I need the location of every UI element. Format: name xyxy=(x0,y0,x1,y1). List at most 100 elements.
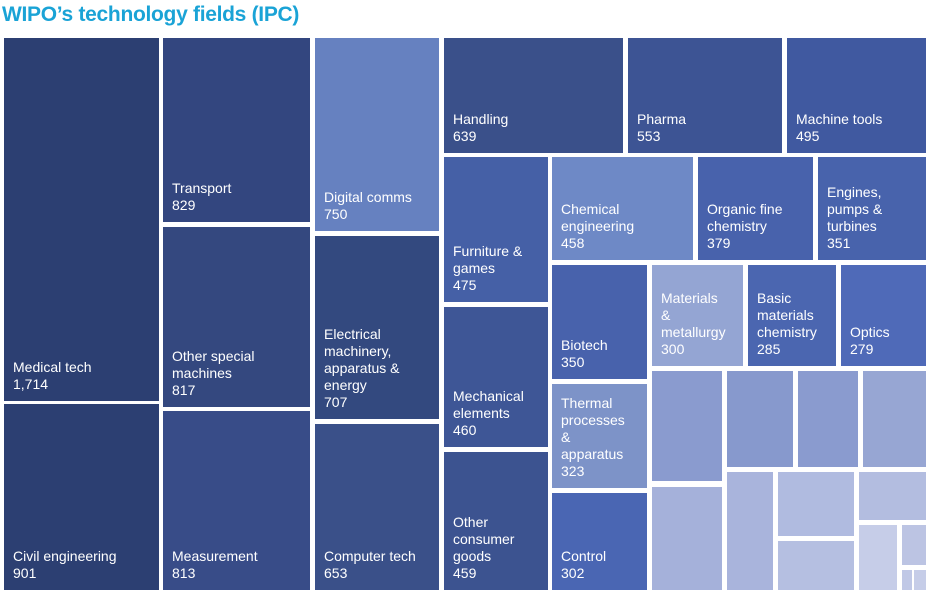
tile-value: 829 xyxy=(172,197,196,213)
tile-value: 553 xyxy=(637,128,661,144)
tile-label: Materials & metallurgy 300 xyxy=(661,290,737,358)
tile-engines-pumps-turbines: Engines, pumps & turbines 351 xyxy=(818,157,926,260)
tile-biotech: Biotech 350 xyxy=(552,265,647,379)
tile-name: Transport xyxy=(172,180,232,196)
tile-value: 653 xyxy=(324,565,348,581)
tile-name: Other special machines xyxy=(172,348,255,381)
tile-handling: Handling 639 xyxy=(444,38,623,153)
tile-basic-materials-chemistry: Basic materials chemistry 285 xyxy=(748,265,836,366)
tile-value: 707 xyxy=(324,394,348,410)
tile-other-consumer-goods: Other consumer goods 459 xyxy=(444,452,548,590)
tile-name: Other consumer goods xyxy=(453,514,515,564)
tile-materials-metallurgy: Materials & metallurgy 300 xyxy=(652,265,743,366)
tile-computer-tech: Computer tech 653 xyxy=(315,424,439,590)
tile-label: Machine tools 495 xyxy=(796,111,920,145)
tile-label: Pharma 553 xyxy=(637,111,776,145)
tile-label: Mechanical elements 460 xyxy=(453,388,542,439)
tile-name: Handling xyxy=(453,111,509,127)
tile-unlabeled-2 xyxy=(727,371,793,467)
tile-thermal-processes-apparatus: Thermal processes & apparatus 323 xyxy=(552,384,647,488)
tile-unlabeled-4 xyxy=(863,371,926,467)
tile-name: Measurement xyxy=(172,548,258,564)
tile-name: Optics xyxy=(850,324,890,340)
tile-furniture-games: Furniture & games 475 xyxy=(444,157,548,302)
tile-label: Engines, pumps & turbines 351 xyxy=(827,184,920,252)
tile-value: 901 xyxy=(13,565,37,581)
tile-label: Optics 279 xyxy=(850,324,920,358)
tile-value: 458 xyxy=(561,235,585,251)
tile-organic-fine-chemistry: Organic fine chemistry 379 xyxy=(698,157,813,260)
tile-label: Measurement 813 xyxy=(172,548,304,582)
tile-value: 1,714 xyxy=(13,376,49,392)
tile-unlabeled-6 xyxy=(727,472,773,590)
tile-pharma: Pharma 553 xyxy=(628,38,782,153)
tile-value: 285 xyxy=(757,341,781,357)
tile-name: Chemical engineering xyxy=(561,201,635,234)
tile-value: 351 xyxy=(827,235,851,251)
tile-label: Other consumer goods 459 xyxy=(453,514,542,582)
tile-digital-comms: Digital comms 750 xyxy=(315,38,439,231)
tile-unlabeled-11 xyxy=(902,525,926,565)
tile-label: Handling 639 xyxy=(453,111,617,145)
tile-value: 279 xyxy=(850,341,874,357)
tile-label: Other special machines 817 xyxy=(172,348,304,399)
tile-mechanical-elements: Mechanical elements 460 xyxy=(444,307,548,447)
tile-label: Transport 829 xyxy=(172,180,304,214)
tile-value: 300 xyxy=(661,341,685,357)
tile-medical-tech: Medical tech 1,714 xyxy=(4,38,159,401)
tile-value: 475 xyxy=(453,277,477,293)
tile-name: Electrical machinery, apparatus & energy xyxy=(324,326,400,393)
tile-other-special-machines: Other special machines 817 xyxy=(163,227,310,407)
tile-unlabeled-13 xyxy=(914,570,926,590)
chart-title: WIPO’s technology fields (IPC) xyxy=(2,3,300,26)
tile-value: 460 xyxy=(453,422,477,438)
tile-label: Basic materials chemistry 285 xyxy=(757,290,830,358)
tile-value: 750 xyxy=(324,206,348,222)
tile-name: Machine tools xyxy=(796,111,883,127)
tile-transport: Transport 829 xyxy=(163,38,310,222)
tile-name: Basic materials chemistry xyxy=(757,290,817,340)
tile-value: 379 xyxy=(707,235,731,251)
tile-value: 302 xyxy=(561,565,585,581)
tile-unlabeled-3 xyxy=(798,371,858,467)
tile-machine-tools: Machine tools 495 xyxy=(787,38,926,153)
tile-name: Thermal processes & apparatus xyxy=(561,395,625,462)
tile-unlabeled-9 xyxy=(859,472,926,520)
tile-label: Organic fine chemistry 379 xyxy=(707,201,807,252)
tile-control: Control 302 xyxy=(552,493,647,590)
tile-chemical-engineering: Chemical engineering 458 xyxy=(552,157,693,260)
tile-label: Biotech 350 xyxy=(561,337,641,371)
tile-unlabeled-12 xyxy=(902,570,912,590)
tile-name: Computer tech xyxy=(324,548,416,564)
tile-civil-engineering: Civil engineering 901 xyxy=(4,404,159,590)
tile-value: 639 xyxy=(453,128,477,144)
tile-name: Control xyxy=(561,548,607,564)
tile-label: Medical tech 1,714 xyxy=(13,359,153,393)
tile-name: Medical tech xyxy=(13,359,92,375)
tile-optics: Optics 279 xyxy=(841,265,926,366)
tile-measurement: Measurement 813 xyxy=(163,411,310,590)
tile-unlabeled-10 xyxy=(859,525,897,590)
tile-label: Civil engineering 901 xyxy=(13,548,153,582)
tile-name: Engines, pumps & turbines xyxy=(827,184,883,234)
tile-value: 813 xyxy=(172,565,196,581)
tile-label: Digital comms 750 xyxy=(324,189,433,223)
tile-label: Thermal processes & apparatus 323 xyxy=(561,395,641,480)
tile-value: 459 xyxy=(453,565,477,581)
tile-label: Furniture & games 475 xyxy=(453,243,542,294)
tile-label: Electrical machinery, apparatus & energy… xyxy=(324,326,433,411)
tile-name: Pharma xyxy=(637,111,687,127)
tile-name: Organic fine chemistry xyxy=(707,201,783,234)
tile-name: Mechanical elements xyxy=(453,388,524,421)
tile-electrical-machinery-apparatus-energy: Electrical machinery, apparatus & energy… xyxy=(315,236,439,419)
tile-name: Digital comms xyxy=(324,189,412,205)
tile-unlabeled-7 xyxy=(778,472,854,536)
tile-unlabeled-1 xyxy=(652,371,722,481)
tile-name: Materials & metallurgy xyxy=(661,290,726,340)
tile-label: Computer tech 653 xyxy=(324,548,433,582)
tile-name: Civil engineering xyxy=(13,548,117,564)
tile-value: 495 xyxy=(796,128,820,144)
tile-value: 817 xyxy=(172,382,196,398)
tile-unlabeled-5 xyxy=(652,487,722,590)
